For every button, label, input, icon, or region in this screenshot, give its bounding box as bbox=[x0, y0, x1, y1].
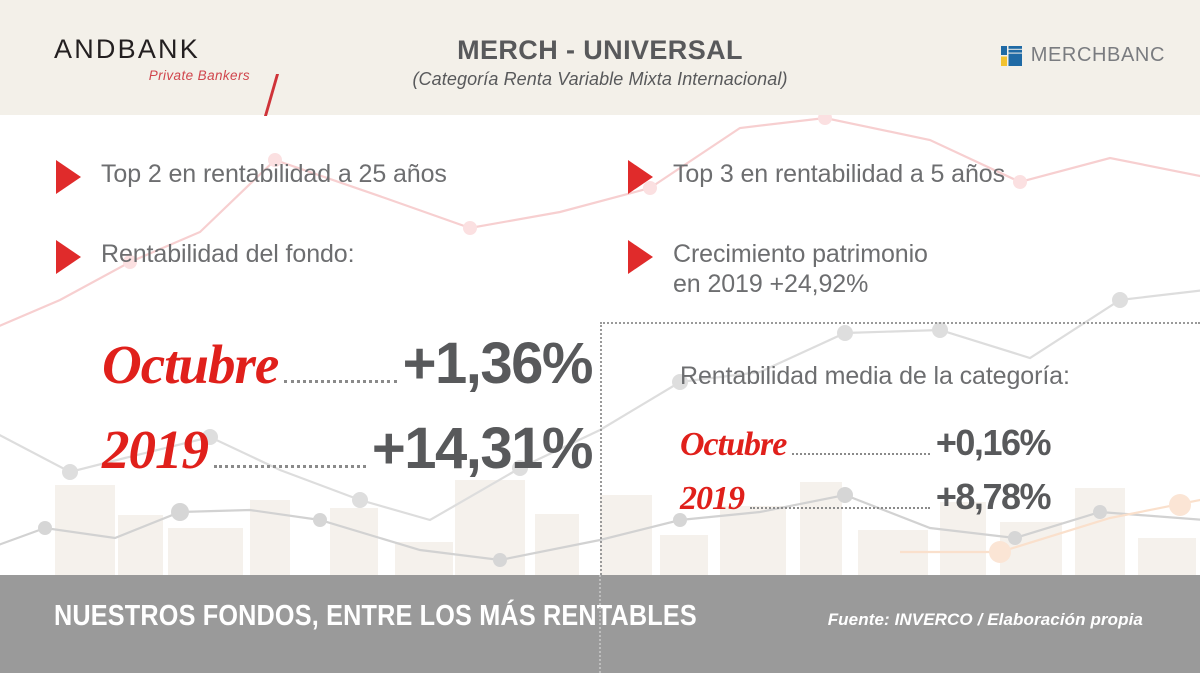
background-chart-art bbox=[0, 111, 1200, 580]
bullet-label: Top 2 en rentabilidad a 25 años bbox=[101, 160, 447, 188]
dot-leader bbox=[750, 506, 930, 509]
category-figure-value: +0,16% bbox=[935, 422, 1052, 463]
category-figure-label: Octubre bbox=[680, 426, 787, 463]
category-figure-value: +8,78% bbox=[935, 476, 1052, 517]
bullet-top2-rentabilidad-25-anos: Top 2 en rentabilidad a 25 años bbox=[56, 160, 576, 194]
gray-trend-line bbox=[0, 289, 1200, 522]
merchbanc-mark-icon bbox=[1000, 45, 1022, 66]
fund-figure-value: +1,36% bbox=[402, 331, 594, 396]
category-figure-2019: 2019 +8,78% bbox=[680, 476, 1052, 518]
fund-figure-octubre: Octubre +1,36% bbox=[102, 330, 594, 397]
dot-leader bbox=[284, 379, 397, 383]
andbank-tagline: Private Bankers bbox=[148, 68, 250, 83]
andbank-wordmark: ANDBANK bbox=[54, 34, 200, 64]
footer-source: Fuente: INVERCO / Elaboración propia bbox=[827, 610, 1143, 629]
bullet-top3-rentabilidad-5-anos: Top 3 en rentabilidad a 5 años bbox=[628, 160, 1108, 194]
dot-leader bbox=[792, 452, 930, 455]
footer-vertical-divider bbox=[599, 575, 601, 673]
category-average-panel: Rentabilidad media de la categoría: Octu… bbox=[600, 322, 1200, 575]
header-band: ANDBANK Private Bankers MERCH - UNIVERSA… bbox=[0, 0, 1200, 116]
category-panel-title: Rentabilidad media de la categoría: bbox=[680, 362, 1070, 390]
fund-figure-label: Octubre bbox=[102, 334, 279, 395]
page-subtitle: (Categoría Renta Variable Mixta Internac… bbox=[412, 68, 788, 89]
dot-leader bbox=[214, 464, 366, 468]
page-title: MERCH - UNIVERSAL bbox=[457, 35, 743, 65]
category-figure-octubre: Octubre +0,16% bbox=[680, 422, 1052, 464]
fund-figure-2019: 2019 +14,31% bbox=[102, 415, 594, 482]
bullet-label: Top 3 en rentabilidad a 5 años bbox=[673, 160, 1005, 188]
orange-trend-line bbox=[900, 494, 1200, 563]
triangle-right-icon bbox=[628, 160, 653, 194]
bullet-crecimiento-patrimonio: Crecimiento patrimonio en 2019 +24,92% bbox=[628, 240, 1108, 299]
header-title-block: MERCH - UNIVERSAL (Categoría Renta Varia… bbox=[0, 35, 1200, 90]
gray-trend-line-lower bbox=[0, 487, 1200, 567]
triangle-right-icon bbox=[628, 240, 653, 274]
bullet-label: Crecimiento patrimonio en 2019 +24,92% bbox=[673, 240, 928, 298]
fund-figure-label: 2019 bbox=[102, 419, 209, 480]
category-figure-label: 2019 bbox=[680, 480, 745, 517]
bullet-label: Rentabilidad del fondo: bbox=[101, 240, 355, 268]
triangle-right-icon bbox=[56, 240, 81, 274]
main-content: Rentabilidad media de la categoría: Octu… bbox=[0, 115, 1200, 575]
fund-figure-value: +14,31% bbox=[371, 416, 594, 481]
bullet-rentabilidad-del-fondo: Rentabilidad del fondo: bbox=[56, 240, 576, 274]
merchbanc-logo: MERCHBANC bbox=[1000, 44, 1165, 67]
merchbanc-wordmark: MERCHBANC bbox=[1030, 44, 1165, 66]
footer-headline: NUESTROS FONDOS, ENTRE LOS MÁS RENTABLES bbox=[54, 600, 697, 632]
triangle-right-icon bbox=[56, 160, 81, 194]
andbank-logo: ANDBANK Private Bankers bbox=[54, 34, 294, 116]
